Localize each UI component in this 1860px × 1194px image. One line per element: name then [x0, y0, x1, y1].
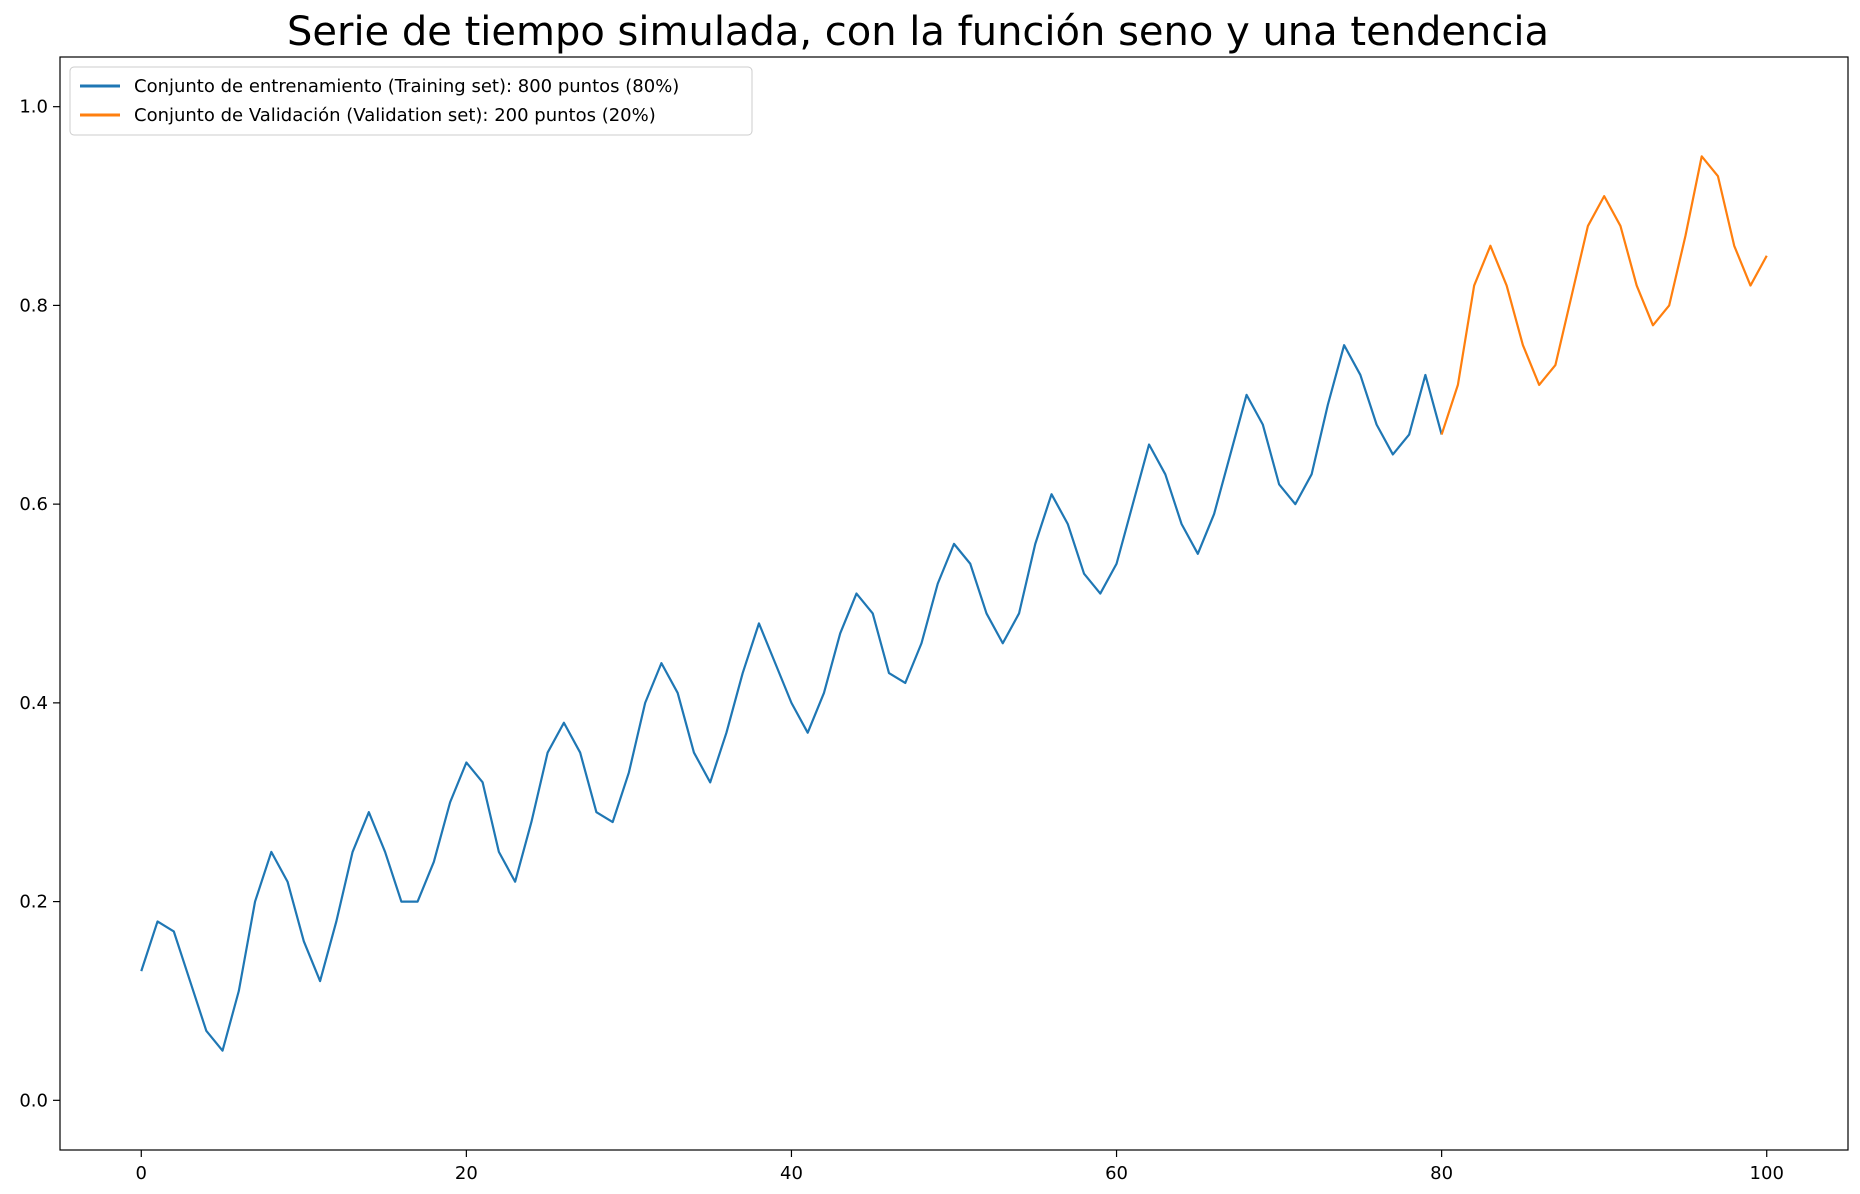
legend-box: [69, 66, 753, 136]
legend: Conjunto de entrenamiento (Training set)…: [69, 66, 753, 136]
y-tick-label: 0.4: [19, 693, 48, 714]
chart-title: Serie de tiempo simulada, con la función…: [287, 9, 1549, 55]
y-tick-label: 1.0: [19, 97, 48, 118]
training-series-line: [140, 344, 1443, 1052]
y-tick-label: 0.0: [19, 1090, 48, 1111]
x-tick-label: 100: [1750, 1163, 1784, 1184]
x-tick-label: 20: [455, 1163, 478, 1184]
plot-frame: [59, 56, 1849, 1151]
x-tick-label: 80: [1430, 1163, 1453, 1184]
y-tick-label: 0.2: [19, 892, 48, 913]
x-tick-label: 60: [1105, 1163, 1128, 1184]
y-tick-label: 0.8: [19, 295, 48, 316]
legend-training-label: Conjunto de entrenamiento (Training set)…: [134, 76, 679, 97]
legend-validation-label: Conjunto de Validación (Validation set):…: [134, 105, 656, 126]
x-tick-label: 40: [780, 1163, 803, 1184]
validation-series-line: [1440, 155, 1768, 435]
y-tick-label: 0.6: [19, 494, 48, 515]
x-tick-label: 0: [136, 1163, 147, 1184]
